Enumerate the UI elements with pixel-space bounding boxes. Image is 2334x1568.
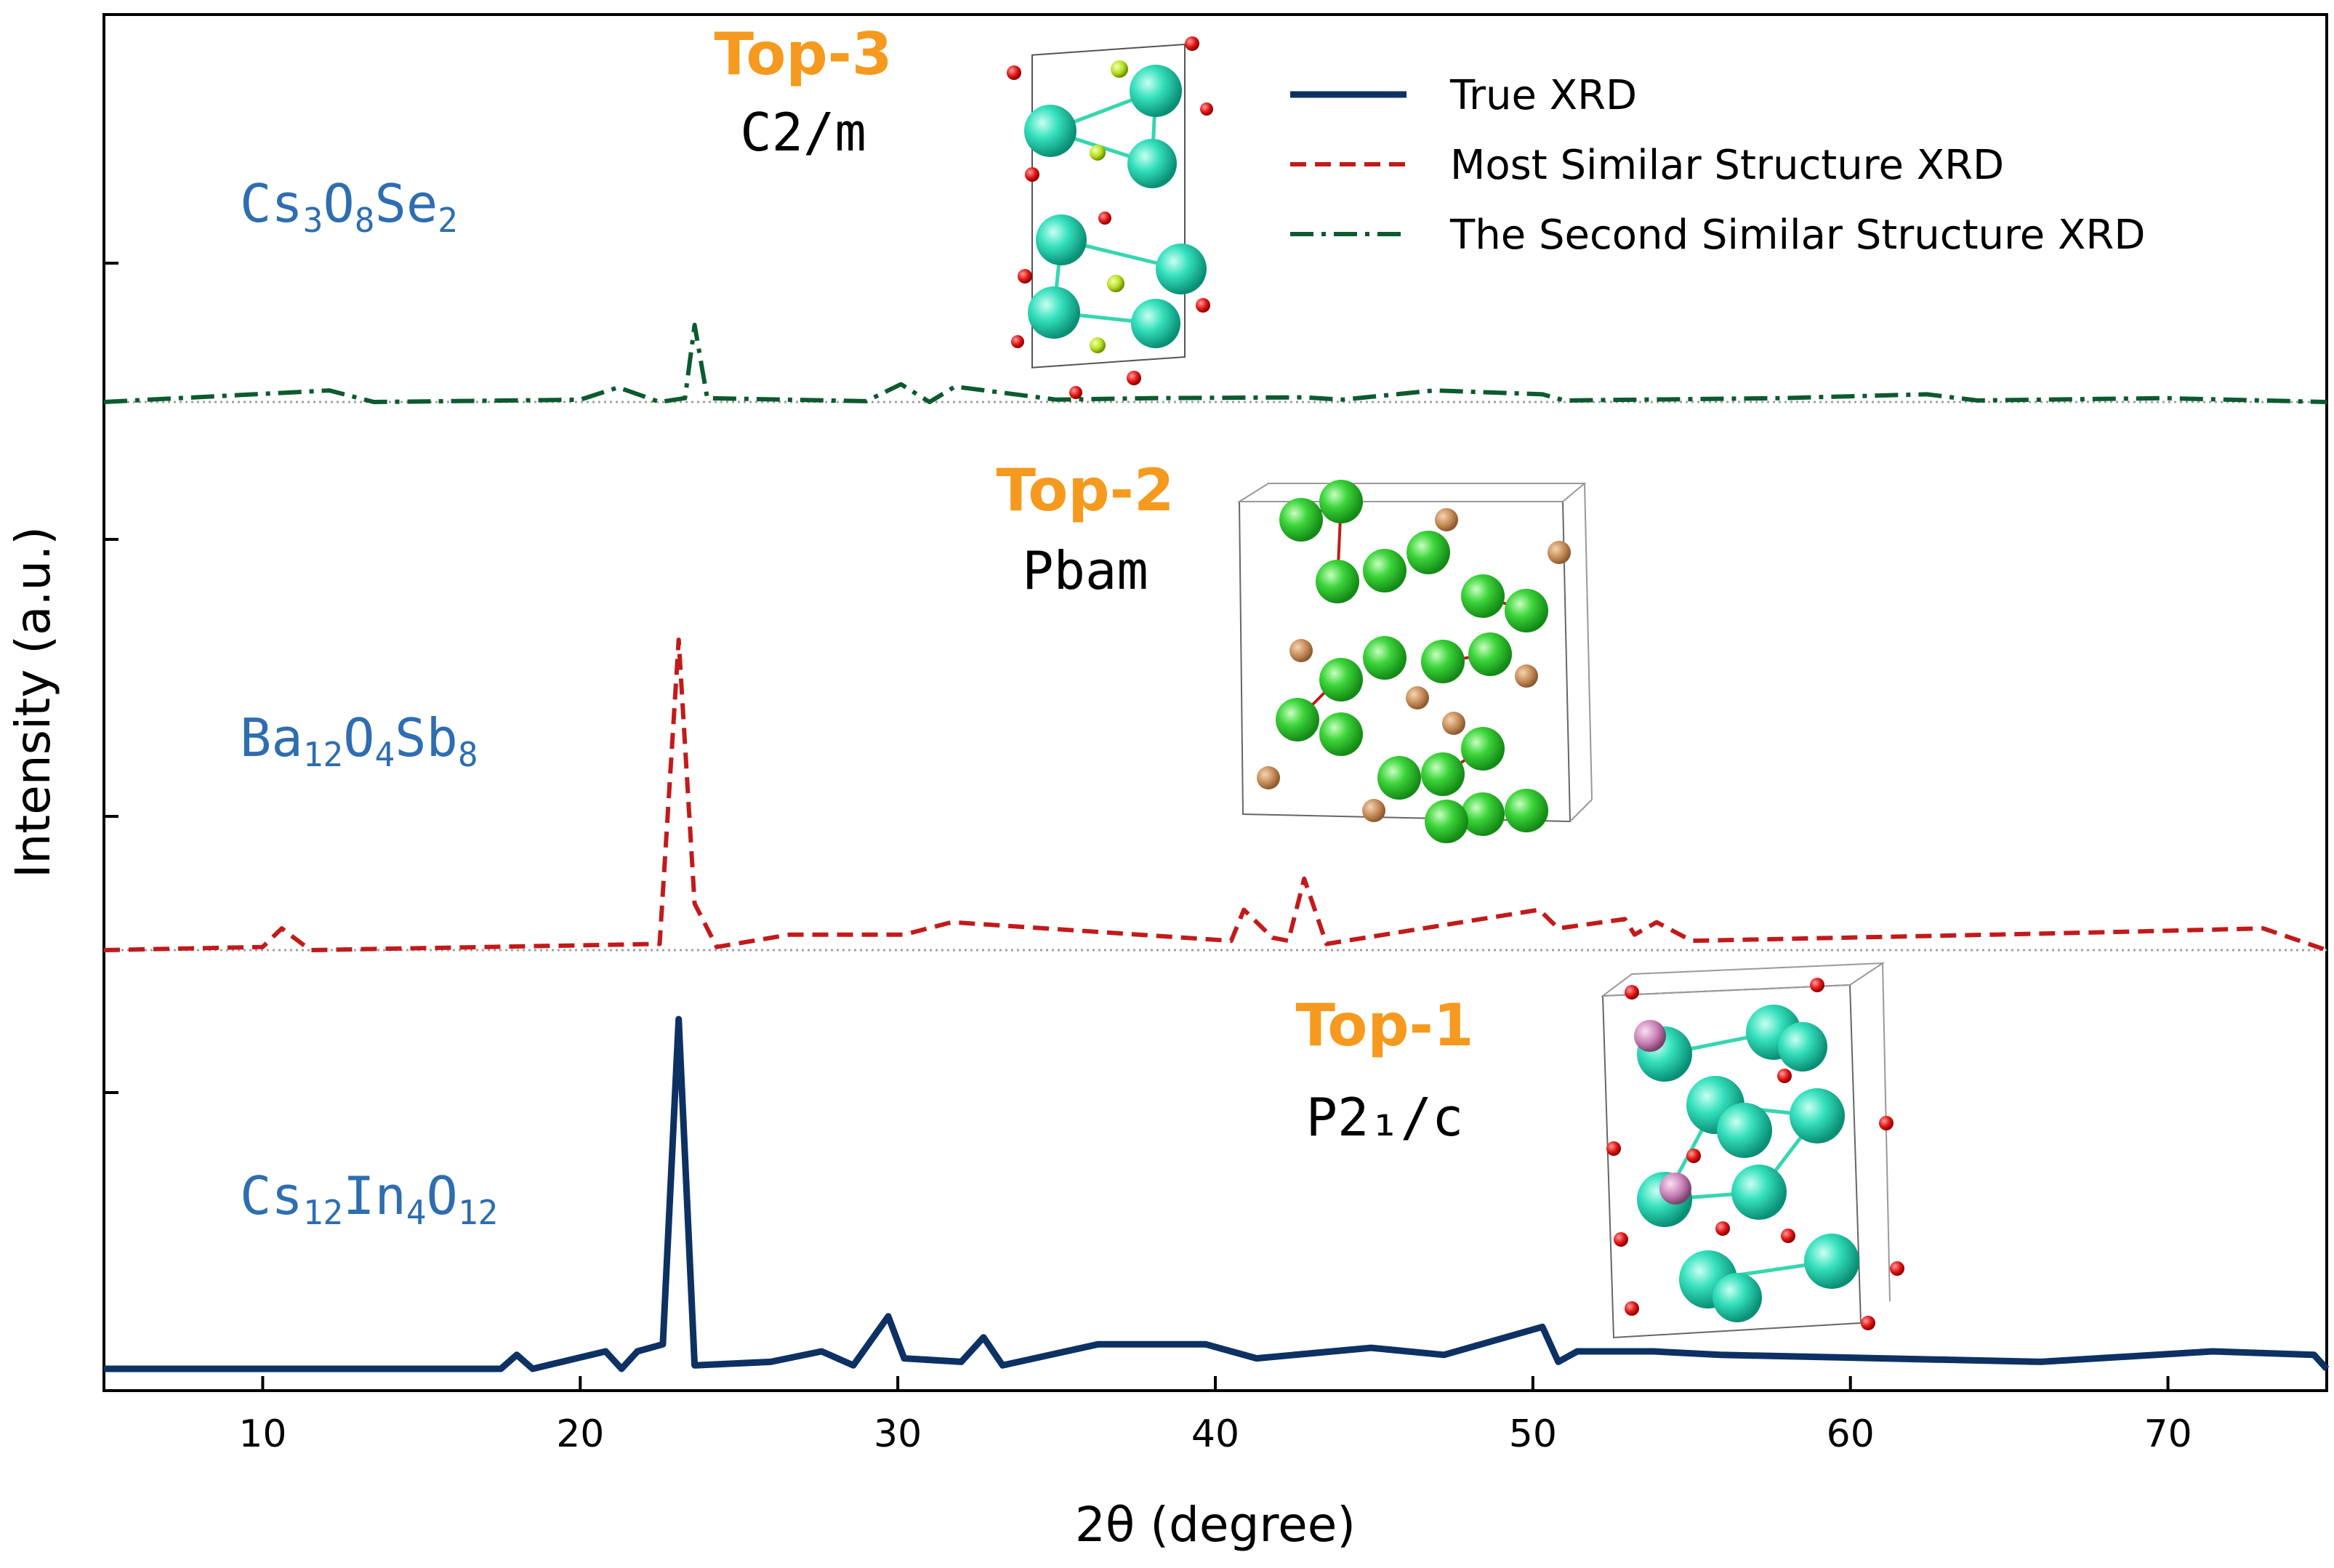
xrd-series-line: [103, 323, 2327, 404]
x-axis-ticks: 10 20 30 40 50 60 70: [238, 1376, 2192, 1456]
x-tick-label: 60: [1827, 1412, 1875, 1456]
formula-element: O: [343, 707, 374, 768]
formula-element: In: [343, 1165, 406, 1226]
legend: True XRD Most Similar Structure XRD The …: [1290, 72, 2145, 259]
formula-subscript: 8: [458, 735, 478, 774]
rank-label-top3: Top-3: [714, 20, 892, 88]
space-group-top1: P2₁/c: [1306, 1087, 1464, 1148]
legend-label-true: True XRD: [1449, 72, 1637, 119]
x-tick-label: 40: [1191, 1412, 1239, 1456]
xrd-series-line: [103, 638, 2327, 952]
x-tick-label: 30: [874, 1412, 922, 1456]
formula-element: O: [323, 173, 354, 234]
rank-label-top2: Top-2: [996, 457, 1174, 524]
formula-element: Se: [374, 173, 438, 234]
formula-label-top2: Ba12O4Sb8: [240, 707, 478, 774]
formula-subscript: 2: [438, 201, 458, 240]
space-group-top3: C2/m: [740, 102, 866, 163]
formula-subscript: 12: [303, 735, 343, 774]
formula-subscript: 8: [355, 201, 375, 240]
crystal-structure-c2m: [1007, 36, 1213, 399]
x-axis-label: 2θ (degree): [1075, 1497, 1356, 1553]
formula-label-top3: Cs3O8Se2: [240, 173, 458, 240]
formula-element: Cs: [240, 173, 303, 234]
formula-subscript: 12: [458, 1193, 498, 1232]
y-axis-label: Intensity (a.u.): [5, 526, 61, 878]
formula-label-top1: Cs12In4O12: [240, 1165, 498, 1232]
xrd-series: [103, 323, 2330, 1372]
formula-subscript: 3: [303, 201, 323, 240]
crystal-structure-p21c: [1600, 962, 1904, 1339]
y-axis-ticks: [104, 262, 118, 1094]
x-tick-label: 50: [1509, 1412, 1557, 1456]
legend-label-most-similar: Most Similar Structure XRD: [1450, 142, 2004, 189]
crystal-structure-pbam: [1236, 480, 1593, 843]
xrd-series-line: [104, 1016, 2330, 1372]
x-tick-label: 70: [2144, 1412, 2192, 1456]
formula-element: O: [427, 1165, 458, 1226]
formula-subscript: 4: [374, 735, 395, 774]
formula-subscript: 4: [406, 1193, 427, 1232]
formula-element: Cs: [240, 1165, 303, 1226]
x-tick-label: 20: [556, 1412, 604, 1456]
formula-subscript: 12: [303, 1193, 343, 1232]
rank-label-top1: Top-1: [1295, 992, 1473, 1059]
legend-label-second-similar: The Second Similar Structure XRD: [1449, 212, 2145, 259]
baselines: [104, 401, 2327, 952]
formula-element: Ba: [240, 707, 303, 768]
x-tick-label: 10: [238, 1412, 286, 1456]
formula-element: Sb: [395, 707, 458, 768]
space-group-top2: Pbam: [1022, 540, 1148, 601]
